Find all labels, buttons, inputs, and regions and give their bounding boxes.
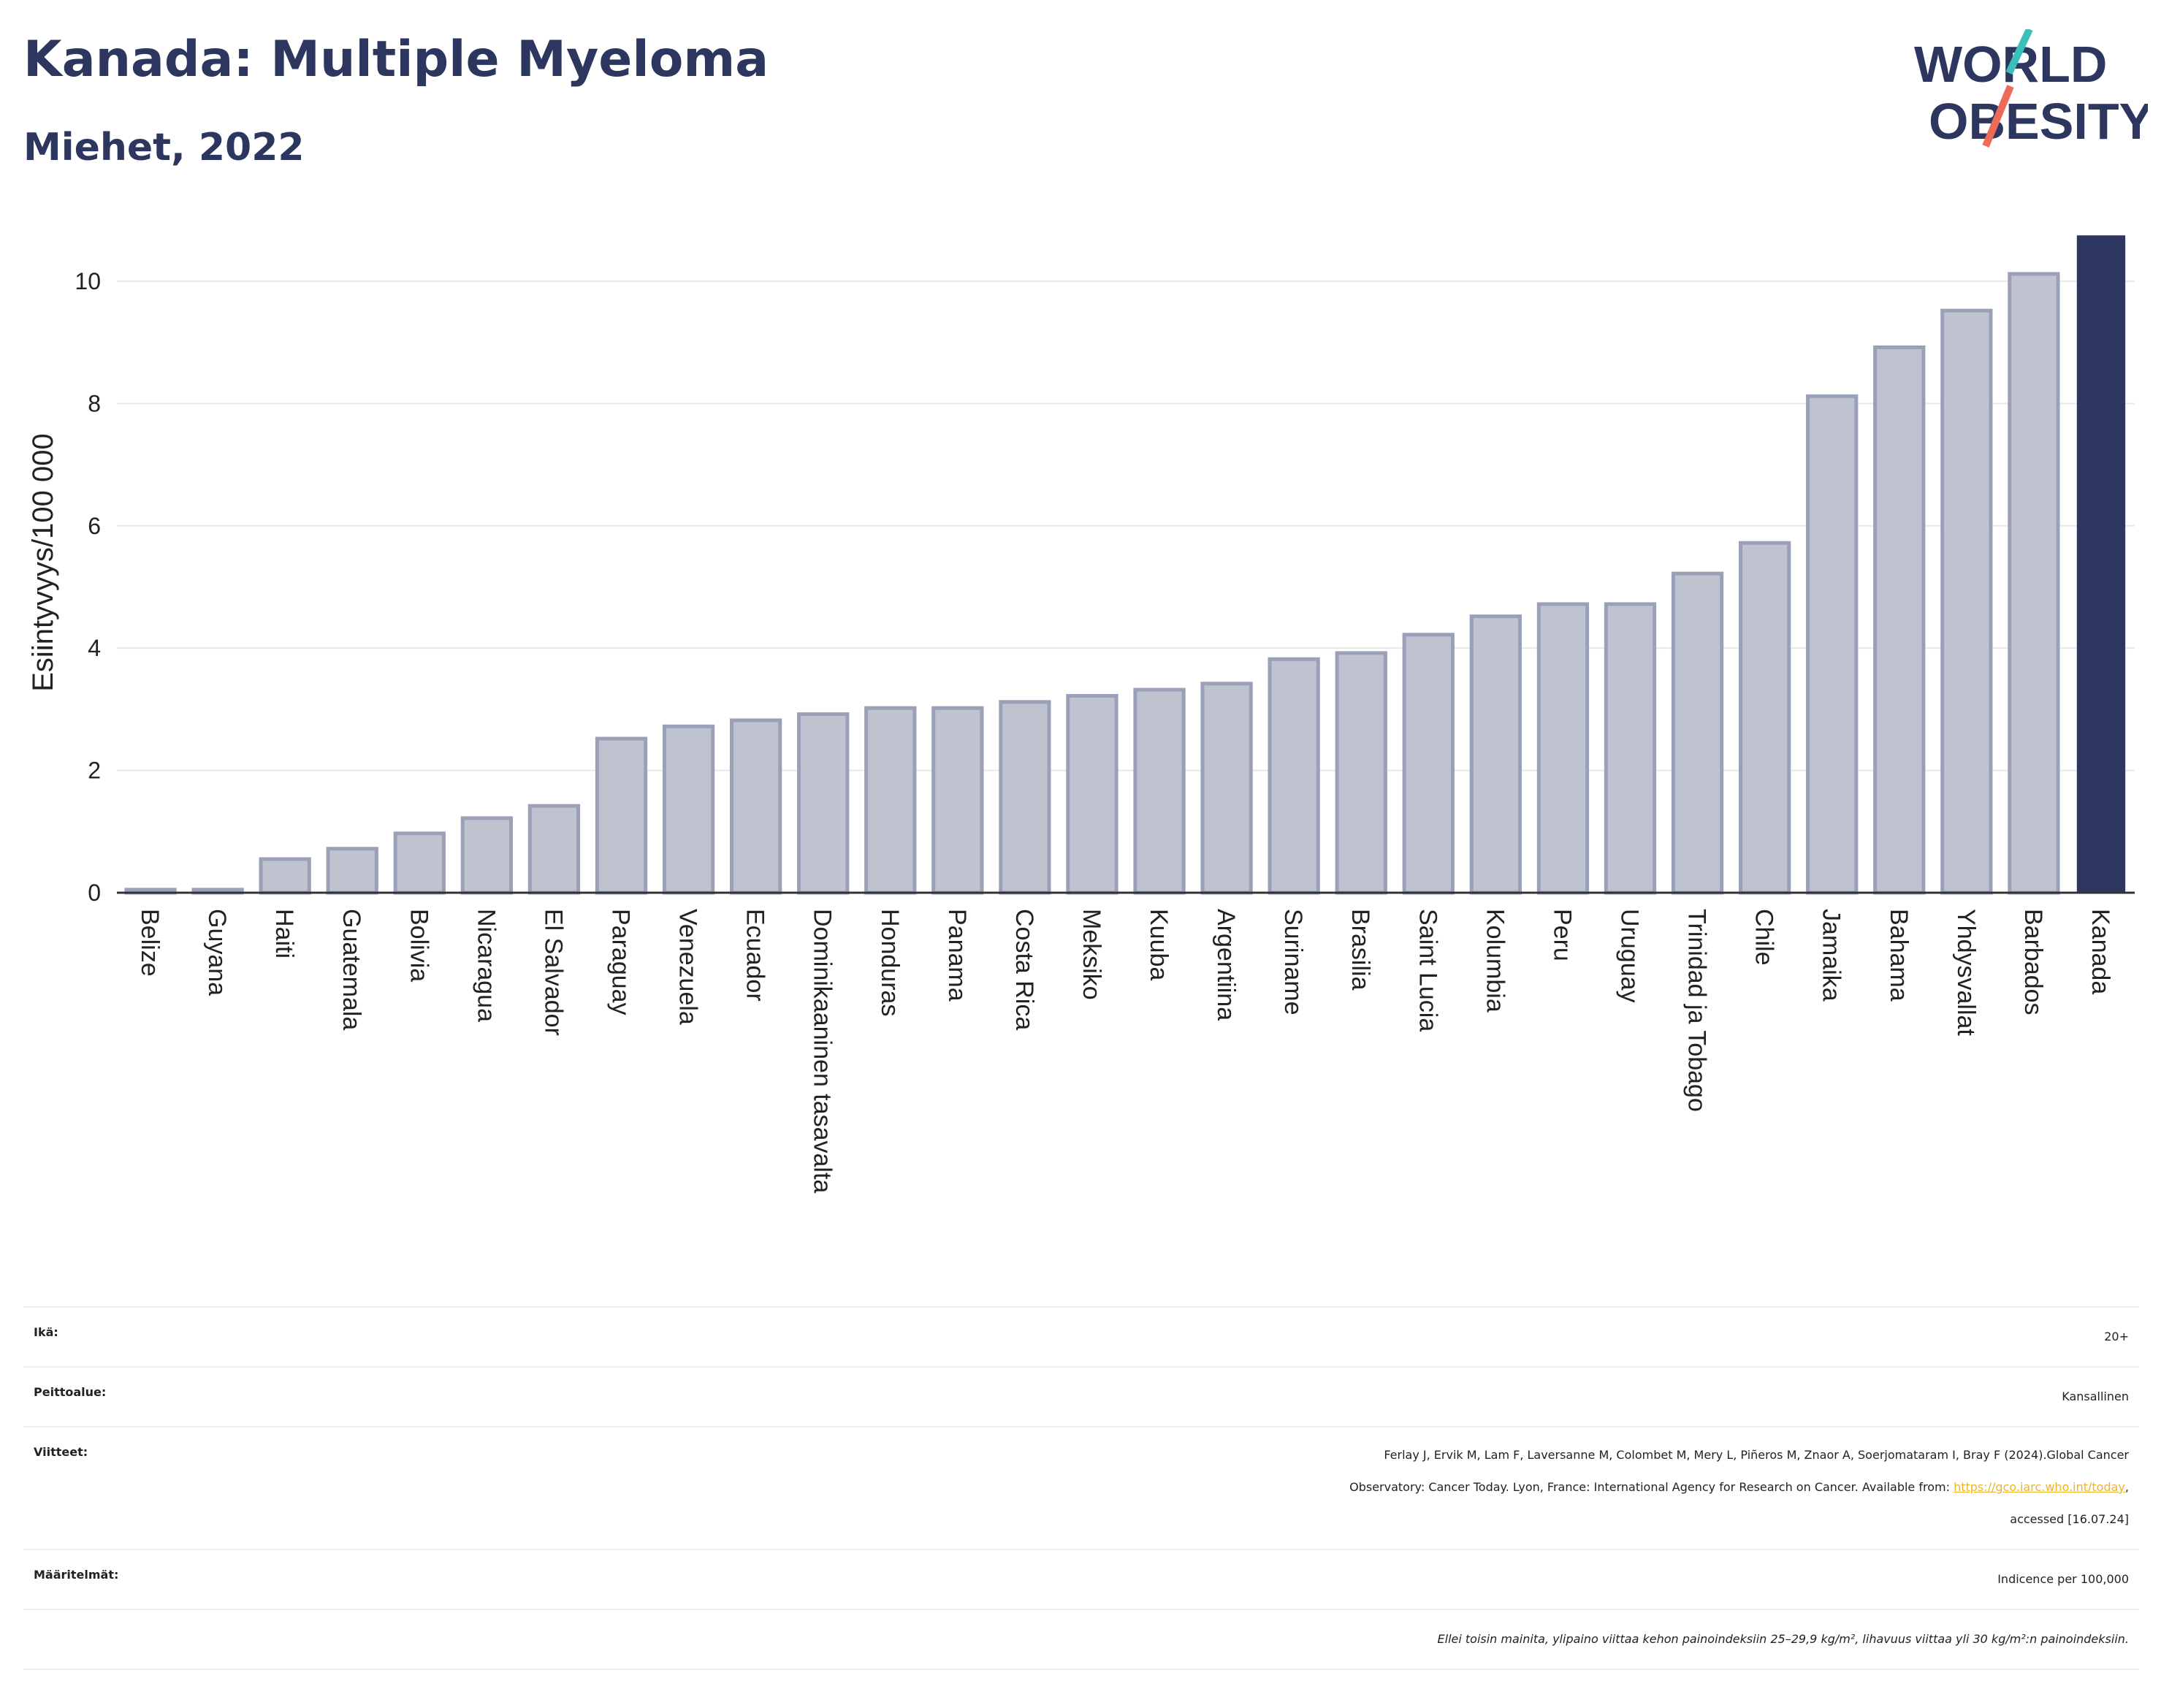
bar	[864, 706, 917, 895]
x-tick-label: Yhdysvallat	[1952, 909, 1980, 1036]
bar	[931, 706, 984, 895]
bar-chart: 0 2 4 6 8 10 Esiintyvyys/100 000 Belize Guyana Ha…	[27, 235, 2135, 1193]
bar	[1066, 693, 1118, 895]
world-obesity-logo: WORLD OBESITY	[1914, 29, 2148, 150]
y-tick-label: 2	[88, 758, 101, 784]
bar	[326, 847, 378, 895]
coverage-value: Kansallinen	[2062, 1389, 2129, 1403]
y-tick-label: 10	[75, 268, 101, 294]
bar	[1604, 602, 1657, 895]
x-tick-label: El Salvador	[539, 909, 567, 1036]
y-tick-label: 6	[88, 513, 101, 539]
bar	[1200, 682, 1253, 895]
bar	[460, 816, 514, 895]
bar	[1335, 651, 1387, 895]
x-tick-label: Uruguay	[1616, 909, 1644, 1003]
logo-slash-coral	[1982, 85, 2014, 148]
x-tick-label: Peru	[1548, 909, 1576, 961]
coverage-label: Peittoalue:	[34, 1385, 107, 1399]
chart-subtitle: Miehet, 2022	[23, 126, 305, 169]
meta-row-references: Viitteet: Ferlay J, Ervik M, Lam F, Lave…	[23, 1426, 2139, 1550]
x-tick-label: Jamaika	[1818, 909, 1845, 1002]
x-tick-label: Bolivia	[405, 909, 432, 982]
x-tick-label: Barbados	[2019, 909, 2047, 1015]
x-tick-label: Guatemala	[338, 909, 365, 1030]
bar	[1469, 614, 1522, 895]
definitions-value: Indicence per 100,000	[1997, 1572, 2129, 1586]
x-tick-label: Kuuba	[1145, 909, 1173, 980]
bar	[1402, 633, 1455, 895]
x-tick-label: Paraguay	[607, 909, 635, 1015]
age-label: Ikä:	[34, 1325, 58, 1339]
logo-slash-teal	[2005, 29, 2033, 75]
age-value: 20+	[2104, 1330, 2129, 1343]
x-tick-label: Guyana	[203, 909, 231, 996]
y-tick-label: 8	[88, 390, 101, 416]
x-tick-label: Belize	[136, 909, 164, 977]
meta-row-coverage: Peittoalue: Kansallinen	[23, 1366, 2139, 1427]
logo-word-obesity: OBESITY	[1929, 93, 2148, 150]
bar	[1806, 394, 1859, 895]
y-axis-label: Esiintyvyys/100 000	[27, 433, 59, 692]
bar	[1268, 657, 1320, 895]
bar	[1940, 308, 1993, 895]
bar	[1671, 571, 1724, 895]
x-tick-label: Venezuela	[674, 909, 702, 1025]
x-tick-label: Trinidad ja Tobago	[1683, 909, 1711, 1112]
meta-row-definitions: Määritelmät: Indicence per 100,000	[23, 1549, 2139, 1610]
bar	[729, 718, 782, 895]
x-tick-label: Brasilia	[1346, 909, 1374, 991]
x-tick-label: Panama	[943, 909, 971, 1002]
x-tick-label: Ecuador	[742, 909, 769, 1002]
bar	[662, 724, 715, 895]
references-label: Viitteet:	[34, 1445, 88, 1459]
bar	[595, 736, 648, 895]
references-link[interactable]: https://gco.iarc.who.int/today	[1954, 1480, 2125, 1494]
meta-row-footnote: Ellei toisin mainita, ylipaino viittaa k…	[23, 1609, 2139, 1670]
y-tick-label: 4	[88, 635, 101, 661]
meta-row-age: Ikä: 20+	[23, 1306, 2139, 1368]
x-tick-label: Costa Rica	[1010, 909, 1038, 1030]
bar	[1873, 345, 1926, 895]
bar	[797, 712, 850, 895]
references-value: Ferlay J, Ervik M, Lam F, Laversanne M, …	[1349, 1439, 2129, 1536]
bar	[2008, 272, 2060, 895]
footnote: Ellei toisin mainita, ylipaino viittaa k…	[1437, 1632, 2129, 1646]
references-line-1: Ferlay J, Ervik M, Lam F, Laversanne M, …	[1384, 1448, 2129, 1462]
x-tick-label: Dominikaaninen tasavalta	[809, 909, 836, 1193]
bar	[2076, 235, 2126, 893]
x-tick-label: Nicaragua	[472, 909, 500, 1022]
bar	[527, 804, 581, 895]
chart-title: Kanada: Multiple Myeloma	[23, 31, 769, 88]
x-tick-label: Meksiko	[1078, 909, 1105, 1000]
x-tick-label: Kanada	[2086, 909, 2114, 994]
bar	[999, 700, 1051, 895]
x-tick-label: Suriname	[1279, 909, 1307, 1015]
definitions-label: Määritelmät:	[34, 1568, 119, 1582]
bar	[259, 857, 311, 895]
references-text: Observatory: Cancer Today. Lyon, France:…	[1349, 1480, 1954, 1494]
x-tick-label: Argentiina	[1212, 909, 1240, 1021]
references-line-2: Observatory: Cancer Today. Lyon, France:…	[1349, 1471, 2129, 1503]
x-tick-label: Chile	[1750, 909, 1778, 965]
x-tick-label: Kolumbia	[1481, 909, 1509, 1013]
references-comma: ,	[2124, 1480, 2129, 1494]
x-tick-label: Bahama	[1885, 909, 1913, 1002]
x-tick-label: Haiti	[270, 909, 298, 958]
bar	[1133, 687, 1186, 895]
y-tick-label: 0	[88, 880, 101, 906]
references-line-3: accessed [16.07.24]	[2010, 1512, 2129, 1526]
bar	[393, 831, 446, 895]
table-bottom-border	[23, 1669, 2139, 1670]
bar	[1536, 602, 1590, 895]
x-tick-label: Honduras	[876, 909, 904, 1016]
bar	[1738, 541, 1791, 895]
x-tick-label: Saint Lucia	[1414, 909, 1441, 1032]
